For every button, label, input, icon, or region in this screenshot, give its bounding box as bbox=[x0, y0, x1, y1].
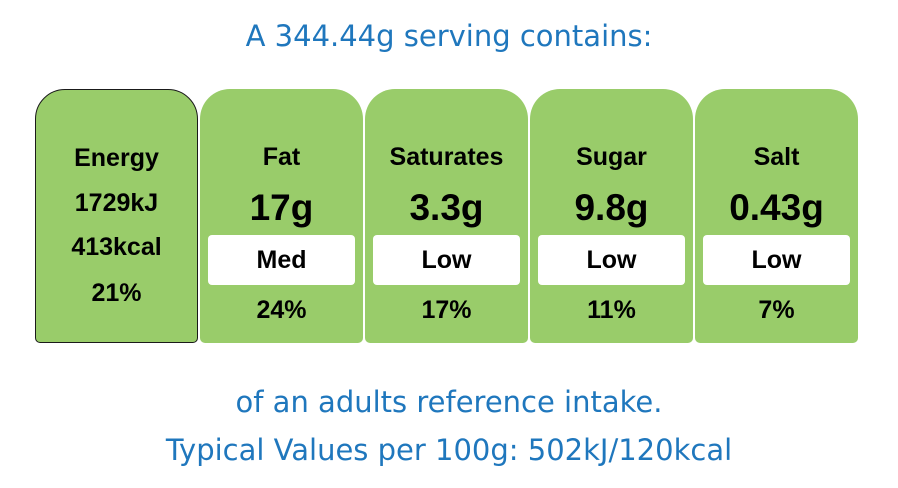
salt-name: Salt bbox=[753, 143, 800, 171]
sugar-card: Sugar 9.8g Low 11% bbox=[530, 89, 693, 343]
saturates-name: Saturates bbox=[389, 143, 504, 171]
sugar-percent: 11% bbox=[587, 296, 636, 324]
energy-percent: 21% bbox=[91, 279, 142, 307]
reference-intake-text: of an adults reference intake. bbox=[235, 385, 663, 419]
fat-card: Fat 17g Med 24% bbox=[200, 89, 363, 343]
fat-amount: 17g bbox=[249, 187, 314, 228]
saturates-card: Saturates 3.3g Low 17% bbox=[365, 89, 528, 343]
sugar-level-badge: Low bbox=[538, 235, 685, 285]
typical-values-text: Typical Values per 100g: 502kJ/120kcal bbox=[165, 433, 733, 467]
sugar-amount: 9.8g bbox=[574, 187, 649, 228]
salt-amount: 0.43g bbox=[729, 187, 824, 228]
energy-kcal: 413kcal bbox=[71, 233, 162, 261]
energy-label: Energy bbox=[74, 144, 159, 172]
saturates-level-badge: Low bbox=[373, 235, 520, 285]
serving-title: A 344.44g serving contains: bbox=[245, 19, 653, 53]
sugar-name: Sugar bbox=[576, 143, 647, 171]
energy-kj: 1729kJ bbox=[74, 189, 159, 217]
salt-percent: 7% bbox=[758, 296, 795, 324]
energy-card: Energy 1729kJ 413kcal 21% bbox=[35, 89, 198, 343]
salt-level-badge: Low bbox=[703, 235, 850, 285]
salt-card: Salt 0.43g Low 7% bbox=[695, 89, 858, 343]
fat-percent: 24% bbox=[256, 296, 307, 324]
saturates-percent: 17% bbox=[421, 296, 472, 324]
fat-level-badge: Med bbox=[208, 235, 355, 285]
fat-name: Fat bbox=[262, 143, 301, 171]
saturates-amount: 3.3g bbox=[409, 187, 484, 228]
